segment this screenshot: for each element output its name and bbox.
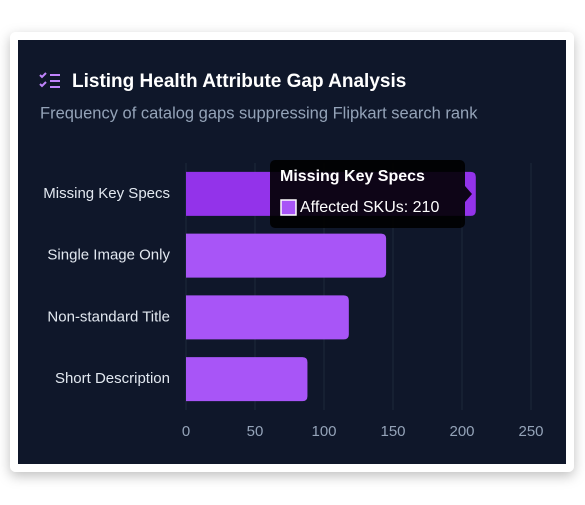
x-tick-label: 150 <box>380 423 405 440</box>
x-tick-label: 0 <box>182 423 190 440</box>
tooltip-label: Affected SKUs: 210 <box>300 199 439 216</box>
tooltip-title: Missing Key Specs <box>280 168 425 185</box>
x-tick-label: 100 <box>311 423 336 440</box>
y-tick-label: Single Image Only <box>47 247 170 264</box>
x-tick-label: 50 <box>247 423 264 440</box>
y-tick-label: Short Description <box>55 370 170 387</box>
x-tick-label: 200 <box>449 423 474 440</box>
bar <box>186 233 387 278</box>
title-icon <box>39 72 60 88</box>
tooltip: Missing Key Specs Affected SKUs: 210 <box>270 160 472 228</box>
tooltip-caret <box>465 186 472 202</box>
y-tick-label: Missing Key Specs <box>43 185 170 202</box>
chart-subtitle: Frequency of catalog gaps suppressing Fl… <box>40 104 478 122</box>
chart-title: Listing Health Attribute Gap Analysis <box>72 71 406 92</box>
tooltip-box <box>270 160 465 228</box>
bar <box>186 295 349 340</box>
bar <box>186 357 308 402</box>
x-tick-label: 250 <box>518 423 543 440</box>
tooltip-swatch <box>280 199 297 216</box>
y-tick-label: Non-standard Title <box>47 308 170 325</box>
